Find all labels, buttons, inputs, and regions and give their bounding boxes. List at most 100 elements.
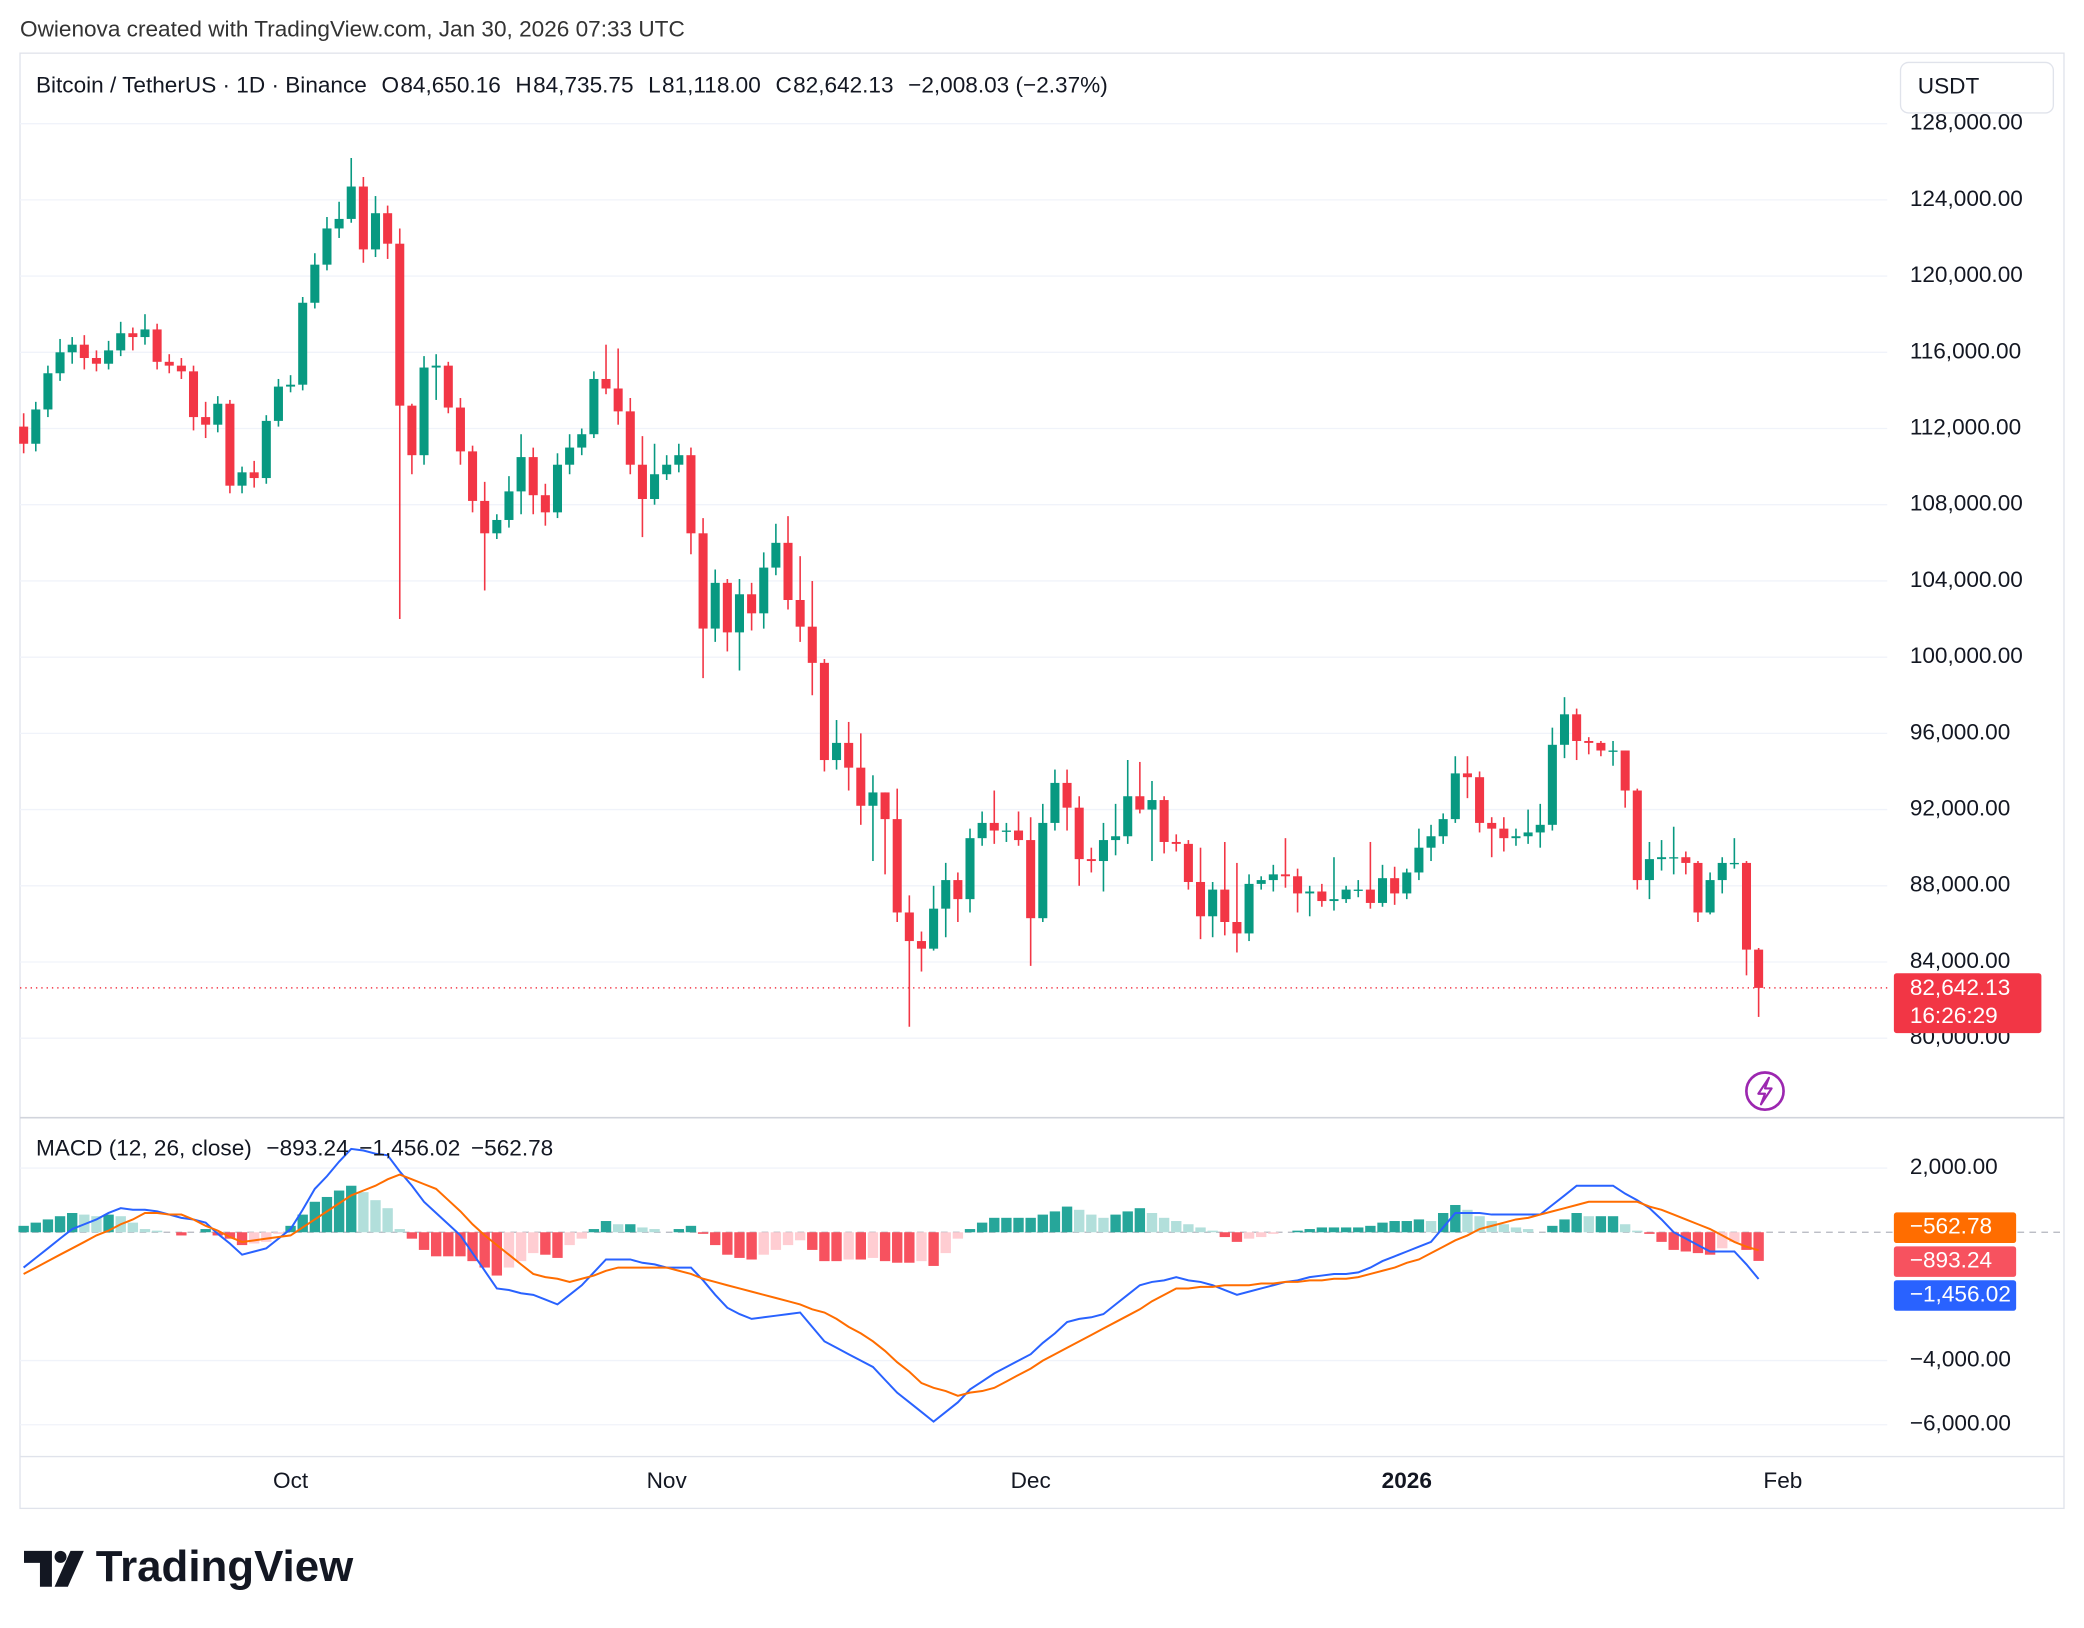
histogram-bar <box>455 1232 466 1257</box>
histogram-bar <box>176 1232 187 1236</box>
histogram-bar <box>1231 1232 1243 1242</box>
histogram-bar <box>1074 1209 1085 1233</box>
histogram-bar <box>1668 1232 1679 1250</box>
histogram-bar <box>248 1232 260 1244</box>
histogram-bar <box>1268 1232 1279 1234</box>
candle-body <box>1438 819 1448 837</box>
histogram-bar <box>867 1232 879 1258</box>
candle-body <box>904 912 914 942</box>
candle-body <box>480 500 490 534</box>
candle-body <box>1050 782 1060 823</box>
candle-body <box>552 464 563 513</box>
y-tick-label: 124,000.00 <box>1910 186 2023 211</box>
histogram-bar <box>1680 1232 1692 1252</box>
histogram-bar <box>30 1222 41 1233</box>
histogram-bar <box>758 1232 769 1255</box>
candle-body <box>43 373 53 410</box>
histogram-bar <box>552 1232 563 1258</box>
macd-line <box>22 1147 1760 1423</box>
candle-body <box>431 365 441 368</box>
histogram-bar <box>685 1225 697 1233</box>
histogram-bar <box>746 1232 757 1260</box>
candle-body <box>856 767 866 806</box>
candle-body <box>419 367 429 456</box>
legend-key: H <box>515 72 531 97</box>
candle-body <box>128 333 138 338</box>
histogram-bar <box>1304 1229 1315 1233</box>
candle-body <box>104 350 114 364</box>
legend-key: L <box>648 72 661 97</box>
candle-body <box>1644 859 1654 881</box>
histogram-bar <box>1328 1227 1340 1233</box>
currency-label: USDT <box>1918 74 1980 99</box>
candle-body <box>1026 840 1036 919</box>
histogram-bar <box>940 1232 951 1254</box>
y-tick-label: 88,000.00 <box>1910 872 2010 897</box>
histogram-bar <box>1547 1225 1558 1233</box>
candle-body <box>1414 847 1424 873</box>
overlay-layer: Oct Nov Dec 2026 Feb80,000.0084,000.0088,000… <box>20 61 2055 1493</box>
candle-body <box>1741 862 1752 950</box>
candle-body <box>261 420 271 479</box>
histogram-bar <box>855 1232 866 1260</box>
candle-body <box>273 386 283 421</box>
candle-body <box>662 464 672 475</box>
histogram-bar <box>576 1232 587 1239</box>
histogram-bar <box>1644 1232 1655 1234</box>
histogram-bar <box>479 1232 490 1268</box>
histogram-bar <box>1340 1227 1352 1233</box>
histogram-bar <box>91 1216 102 1233</box>
histogram-bar <box>1401 1221 1412 1233</box>
candle-body <box>892 819 902 913</box>
candle-body <box>1535 824 1545 833</box>
histogram-bar <box>1692 1232 1704 1254</box>
macd-value-tag <box>1893 1280 2017 1311</box>
candle-body <box>1547 744 1557 825</box>
y-tick-label: 92,000.00 <box>1910 796 2010 821</box>
candle-body <box>1196 881 1206 917</box>
candle-body <box>929 908 939 949</box>
histogram-bar <box>1595 1216 1607 1233</box>
histogram-bar <box>1413 1219 1425 1233</box>
histogram-bar <box>807 1232 818 1250</box>
candle-body <box>492 519 502 534</box>
candle-body <box>188 371 199 418</box>
histogram-bar <box>1619 1224 1631 1233</box>
histogram-bar <box>1219 1232 1230 1238</box>
histogram-bar <box>1316 1227 1328 1233</box>
macd-value-label: −1,456.02 <box>1910 1281 2011 1306</box>
histogram-bar <box>103 1214 114 1233</box>
currency-box <box>1899 61 2055 114</box>
histogram-bar <box>794 1232 806 1241</box>
y-tick-label: 112,000.00 <box>1910 414 2021 439</box>
legend-value: 84,650.16 <box>400 72 500 97</box>
y-tick-label: 100,000.00 <box>1910 643 2023 668</box>
histogram-bar <box>309 1201 321 1233</box>
histogram-bar <box>782 1232 794 1246</box>
histogram-bar <box>1389 1221 1400 1233</box>
histogram-bar <box>1425 1221 1437 1233</box>
histogram-bar <box>697 1232 709 1234</box>
candle-body <box>1208 889 1218 917</box>
candle-body <box>1632 790 1642 881</box>
candle-body <box>1135 796 1145 810</box>
candle-body <box>1086 859 1096 862</box>
candle-body <box>140 329 150 338</box>
candle-body <box>819 662 829 761</box>
x-tick-label: Feb <box>1763 1468 1802 1493</box>
histogram-bar <box>127 1222 139 1233</box>
histogram-bar <box>18 1225 29 1233</box>
histogram-bar <box>819 1232 830 1262</box>
histogram-bar <box>1474 1216 1485 1233</box>
histogram-bar <box>1098 1217 1109 1233</box>
grid-layer <box>20 122 2064 1426</box>
candle-body <box>1123 796 1133 837</box>
icon-circle <box>1745 1071 1785 1112</box>
candle-body <box>977 822 987 839</box>
macd-tick-label: −6,000.00 <box>1910 1411 2011 1436</box>
candle-body <box>1596 742 1606 751</box>
histogram-bar <box>382 1208 393 1233</box>
candle-body <box>31 409 41 444</box>
candle-body <box>67 344 77 353</box>
